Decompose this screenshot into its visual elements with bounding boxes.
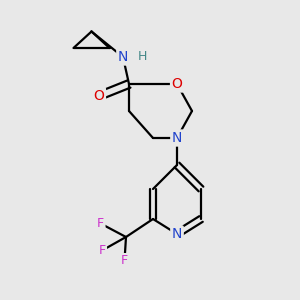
Text: N: N bbox=[118, 50, 128, 64]
Text: F: F bbox=[97, 217, 104, 230]
Text: H: H bbox=[138, 50, 147, 64]
Text: N: N bbox=[172, 227, 182, 241]
Text: O: O bbox=[94, 89, 104, 103]
Text: F: F bbox=[121, 254, 128, 268]
Text: O: O bbox=[172, 77, 182, 91]
Text: F: F bbox=[98, 244, 106, 257]
Text: N: N bbox=[172, 131, 182, 145]
